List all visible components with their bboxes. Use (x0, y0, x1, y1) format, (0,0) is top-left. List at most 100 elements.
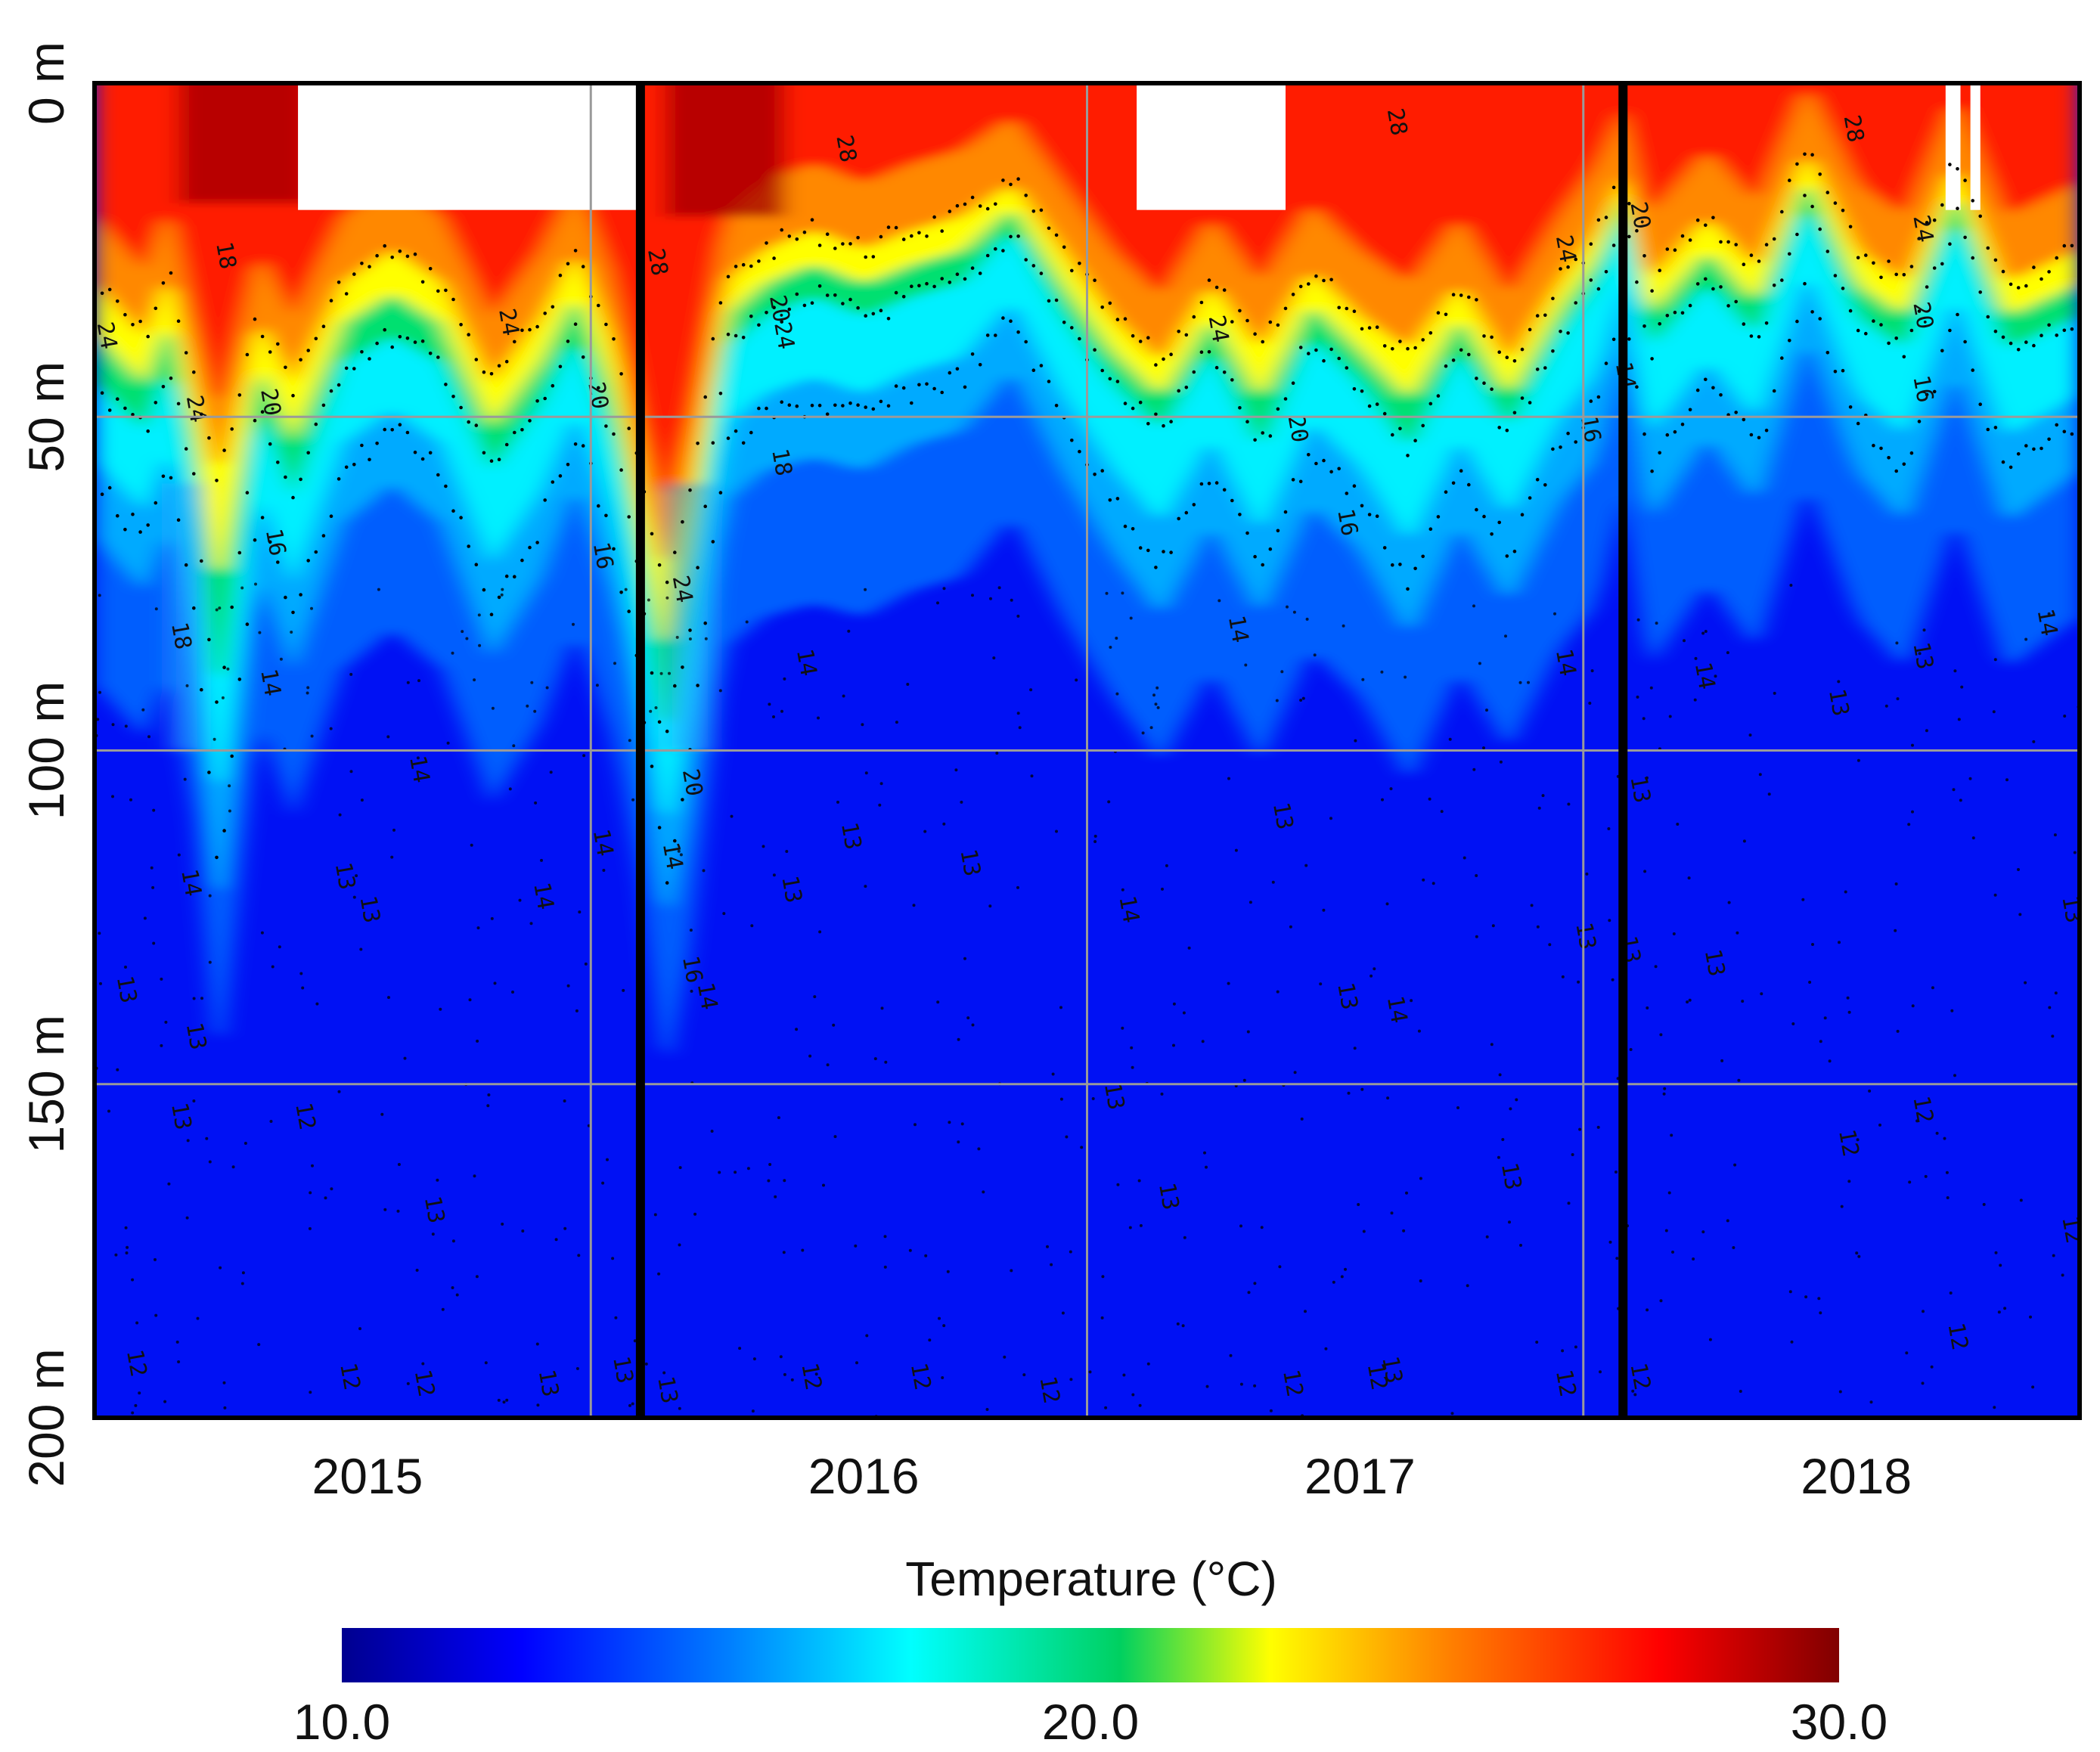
contour-dot (1810, 204, 1814, 209)
contour-dot (311, 1164, 314, 1167)
contour-dot (1319, 982, 1323, 986)
contour-dot (994, 247, 997, 251)
contour-dot (169, 271, 173, 275)
contour-dot (1588, 702, 1592, 705)
contour-dot (138, 1391, 141, 1395)
contour-label: 14 (1550, 647, 1581, 678)
contour-dot (497, 595, 501, 600)
contour-dot (1818, 227, 1822, 231)
contour-dot (1059, 1006, 1062, 1009)
contour-dot (1490, 532, 1494, 536)
contour-label: 13 (111, 974, 142, 1006)
contour-dot (1475, 507, 1478, 512)
contour-dot (1340, 1275, 1344, 1279)
contour-dot (864, 588, 867, 591)
contour-dot (1128, 1226, 1132, 1230)
contour-dot (474, 358, 479, 361)
contour-dot (1642, 432, 1646, 436)
contour-dot (842, 694, 845, 698)
contour-dot (1856, 328, 1860, 333)
contour-label: 14 (175, 867, 206, 899)
contour-dot (459, 405, 463, 410)
contour-dot (1742, 322, 1746, 326)
contour-dot (1205, 1385, 1209, 1388)
contour-dot (478, 643, 482, 647)
warm-core-29C (665, 83, 785, 217)
contour-dot (597, 303, 600, 308)
contour-dot (1314, 461, 1318, 466)
contour-dot (314, 550, 318, 554)
contour-dot (1608, 1240, 1612, 1244)
contour-dot (1176, 1322, 1180, 1326)
contour-dot (970, 352, 975, 356)
contour-dot (832, 1023, 836, 1027)
contour-dot (673, 839, 677, 843)
contour-dot (1046, 1245, 1049, 1248)
contour-dot (871, 312, 876, 316)
contour-dot (1650, 357, 1654, 361)
contour-dot (665, 596, 669, 600)
contour-dot (1230, 498, 1234, 503)
contour-dot (1138, 546, 1143, 550)
contour-dot (917, 284, 921, 288)
contour-dot (1337, 467, 1341, 471)
contour-label: 24 (1907, 213, 1938, 245)
contour-dot (688, 488, 692, 492)
contour-dot (1646, 1308, 1649, 1312)
contour-dot (767, 1179, 771, 1183)
contour-dot (783, 1179, 786, 1183)
contour-label: 14 (588, 827, 619, 859)
contour-label: 12 (2056, 1214, 2087, 1245)
contour-dot (1823, 1016, 1827, 1020)
contour-dot (390, 428, 394, 432)
contour-dot (1238, 309, 1242, 313)
contour-dot (1664, 1229, 1668, 1233)
contour-dot (1535, 367, 1540, 371)
contour-dot (1819, 1040, 1822, 1043)
contour-dot (879, 309, 883, 313)
contour-dot (696, 684, 699, 687)
contour-dot (1436, 394, 1441, 398)
contour-dot (741, 262, 746, 267)
contour-dot (873, 1057, 877, 1061)
contour-dot (504, 359, 509, 364)
contour-dot (533, 709, 537, 713)
contour-dot (741, 441, 746, 445)
contour-dot (833, 1135, 837, 1139)
contour-dot (1345, 491, 1349, 495)
contour-dot (677, 849, 681, 853)
contour-dot (1199, 300, 1204, 305)
contour-dot (1993, 658, 1997, 662)
contour-dot (2008, 465, 2013, 470)
contour-dot (901, 237, 906, 241)
contour-dot (1924, 1174, 1928, 1178)
contour-dot (383, 427, 387, 432)
contour-label: 13 (533, 1367, 564, 1399)
contour-dot (1748, 733, 1752, 737)
contour-dot (1727, 901, 1731, 904)
contour-dot (1182, 1011, 1186, 1015)
contour-dot (1567, 1202, 1571, 1205)
contour-dot (1207, 350, 1211, 354)
contour-dot (491, 706, 495, 710)
contour-dot (1505, 355, 1509, 360)
contour-dot (1181, 1324, 1185, 1328)
contour-dot (501, 1222, 504, 1226)
contour-dot (1614, 1171, 1618, 1174)
contour-dot (1645, 776, 1649, 780)
contour-dot (1968, 777, 1972, 780)
contour-dot (1078, 449, 1081, 454)
contour-dot (152, 808, 156, 812)
contour-dot (1367, 326, 1372, 330)
contour-dot (726, 436, 731, 440)
contour-dot (963, 385, 967, 389)
contour-dot (223, 1406, 227, 1409)
contour-dot (1668, 715, 1672, 718)
contour-dot (2008, 282, 2013, 287)
missing-data-gap (1945, 83, 1961, 210)
contour-dot (1646, 1006, 1649, 1009)
contour-dot (1686, 1000, 1689, 1004)
contour-dot (1548, 943, 1552, 947)
contour-dot (111, 723, 115, 727)
contour-dot (473, 678, 476, 682)
